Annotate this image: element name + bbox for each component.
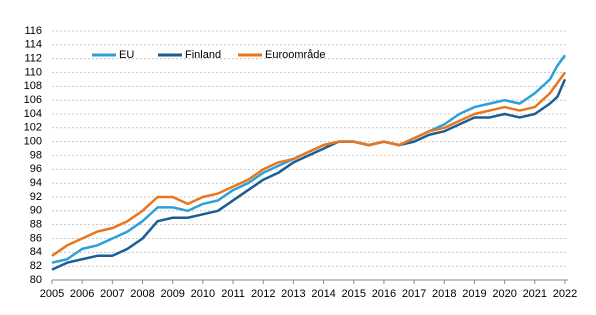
- y-tick-label: 110: [24, 66, 42, 78]
- x-tick-label: 2007: [100, 288, 124, 300]
- legend-label: Euroområde: [265, 49, 326, 61]
- x-tick-label: 2012: [251, 288, 275, 300]
- y-tick-label: 104: [24, 108, 42, 120]
- y-tick-label: 82: [30, 260, 42, 272]
- y-tick-label: 116: [24, 25, 42, 37]
- x-tick-label: 2021: [523, 288, 547, 300]
- y-tick-label: 108: [24, 80, 42, 92]
- x-tick-label: 2006: [70, 288, 94, 300]
- y-tick-label: 90: [30, 205, 42, 217]
- x-tick-label: 2016: [372, 288, 396, 300]
- x-tick-label: 2020: [492, 288, 516, 300]
- y-tick-label: 98: [30, 149, 42, 161]
- series-line: [51, 71, 566, 257]
- x-tick-label: 2022: [553, 288, 577, 300]
- y-tick-label: 94: [30, 177, 42, 189]
- y-tick-label: 80: [30, 274, 42, 286]
- x-tick-label: 2005: [40, 288, 64, 300]
- x-tick-label: 2010: [191, 288, 215, 300]
- x-tick-label: 2009: [160, 288, 184, 300]
- x-tick-label: 2015: [342, 288, 366, 300]
- x-tick-label: 2008: [130, 288, 154, 300]
- y-tick-label: 86: [30, 232, 42, 244]
- y-tick-label: 100: [24, 136, 42, 148]
- x-tick-label: 2013: [281, 288, 305, 300]
- y-tick-label: 114: [24, 39, 42, 51]
- y-tick-label: 92: [30, 191, 42, 203]
- legend-label: EU: [119, 49, 134, 61]
- y-tick-label: 96: [30, 163, 42, 175]
- x-tick-label: 2011: [221, 288, 245, 300]
- y-tick-label: 84: [30, 246, 42, 258]
- legend-label: Finland: [185, 49, 221, 61]
- x-tick-label: 2017: [402, 288, 426, 300]
- y-tick-label: 112: [24, 53, 42, 65]
- x-tick-label: 2014: [311, 288, 335, 300]
- y-tick-label: 88: [30, 219, 42, 231]
- x-tick-label: 2018: [432, 288, 456, 300]
- series-line: [51, 78, 567, 271]
- x-tick-label: 2019: [462, 288, 486, 300]
- y-tick-label: 106: [24, 94, 42, 106]
- y-tick-label: 102: [24, 122, 42, 134]
